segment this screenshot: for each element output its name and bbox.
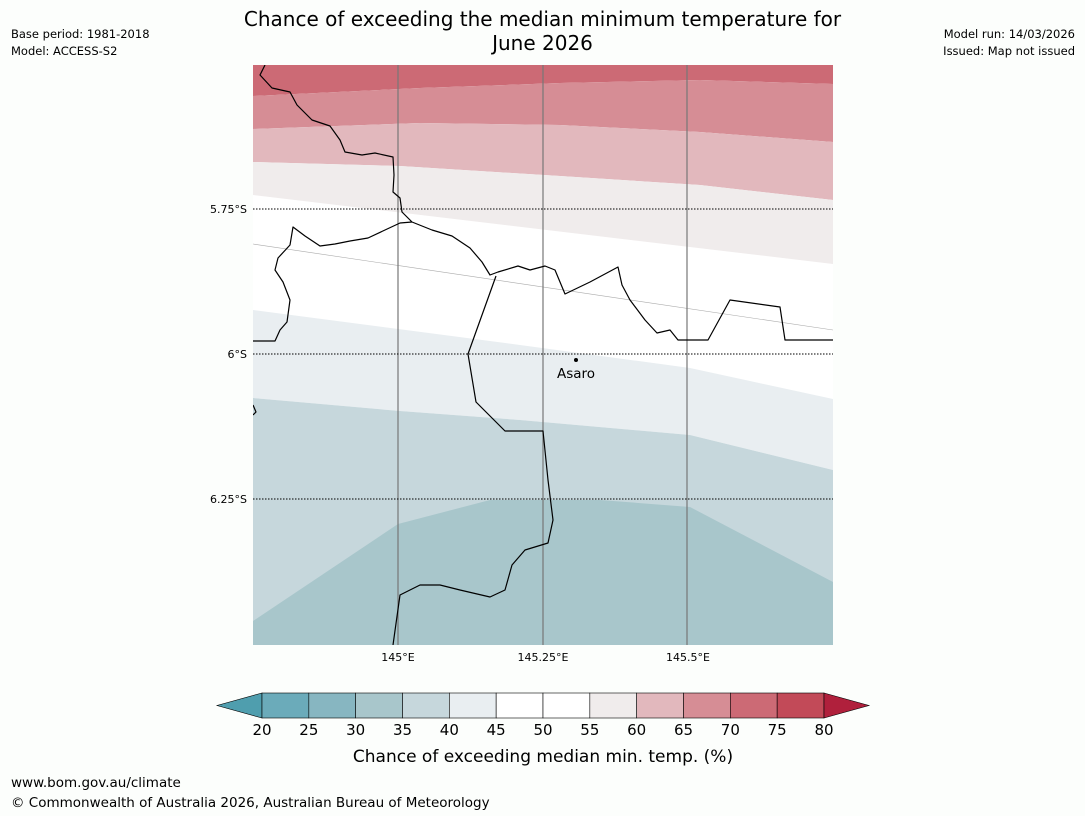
colorbar-bin — [636, 692, 684, 719]
colorbar-bin — [402, 692, 450, 719]
lon-label-145-5e: 145.5°E — [666, 651, 710, 664]
colorbar-tick-label: 25 — [299, 721, 318, 739]
colorbar-tick-labels: 20 25 30 35 40 45 50 55 60 65 70 75 80 — [252, 721, 833, 739]
colorbar-tick-label: 50 — [533, 721, 552, 739]
asaro-marker — [574, 358, 578, 362]
lat-label-6-25s: 6.25°S — [210, 493, 247, 506]
colorbar-bin — [683, 692, 731, 719]
map-title-line-2: June 2026 — [492, 31, 593, 55]
footer-url: www.bom.gov.au/climate — [11, 775, 181, 791]
colorbar-bin — [449, 692, 497, 719]
colorbar-bin — [355, 692, 403, 719]
colorbar-tick-label: 55 — [580, 721, 599, 739]
latitude-labels: 5.75°S 6°S 6.25°S — [210, 203, 247, 506]
lon-label-145e: 145°E — [381, 651, 414, 664]
colorbar-bin — [261, 692, 310, 719]
province-boundaries — [253, 65, 833, 645]
colorbar-bin — [589, 692, 637, 719]
colorbar-bin — [542, 692, 591, 719]
model-run-text: Model run: 14/03/2026 — [943, 27, 1075, 41]
colorbar-tick-label: 60 — [627, 721, 646, 739]
colorbar-tick-label: 65 — [674, 721, 693, 739]
longitude-labels: 145°E 145.25°E 145.5°E — [381, 651, 710, 664]
colorbar-tick-label: 20 — [252, 721, 271, 739]
lat-label-5-75s: 5.75°S — [210, 203, 247, 216]
colorbar-bin — [495, 692, 544, 719]
map-plot-area[interactable] — [253, 60, 833, 650]
colorbar-tick-label: 40 — [440, 721, 459, 739]
map-title: Chance of exceeding the median minimum t… — [190, 7, 895, 55]
issued-text: Issued: Map not issued — [943, 44, 1075, 58]
footer-copyright: © Commonwealth of Australia 2026, Austra… — [11, 795, 490, 811]
place-label-asaro: Asaro — [557, 366, 595, 382]
colorbar — [215, 692, 871, 719]
meridian-lines — [397, 65, 688, 645]
colorbar-tick-label: 30 — [346, 721, 365, 739]
colorbar-tick-label: 80 — [814, 721, 833, 739]
colorbar-bin — [776, 692, 825, 719]
colorbar-bin — [308, 692, 356, 719]
colorbar-tick-label: 35 — [393, 721, 412, 739]
base-period-text: Base period: 1981-2018 — [11, 27, 150, 41]
model-text: Model: ACCESS-S2 — [11, 44, 118, 58]
colorbar-tick-label: 75 — [768, 721, 787, 739]
lon-label-145-25e: 145.25°E — [518, 651, 569, 664]
colorbar-bin — [730, 692, 778, 719]
meta-info-left: Base period: 1981-2018 Model: ACCESS-S2 — [11, 26, 150, 60]
colorbar-under-arrow — [215, 692, 263, 719]
colorbar-label: Chance of exceeding median min. temp. (%… — [353, 747, 733, 767]
lat-label-6s: 6°S — [228, 348, 247, 361]
colorbar-tick-label: 45 — [487, 721, 506, 739]
colorbar-over-arrow — [823, 692, 871, 719]
meta-info-right: Model run: 14/03/2026 Issued: Map not is… — [943, 26, 1075, 60]
colorbar-tick-label: 70 — [721, 721, 740, 739]
map-title-line-1: Chance of exceeding the median minimum t… — [243, 7, 842, 31]
parallel-lines — [253, 208, 833, 500]
